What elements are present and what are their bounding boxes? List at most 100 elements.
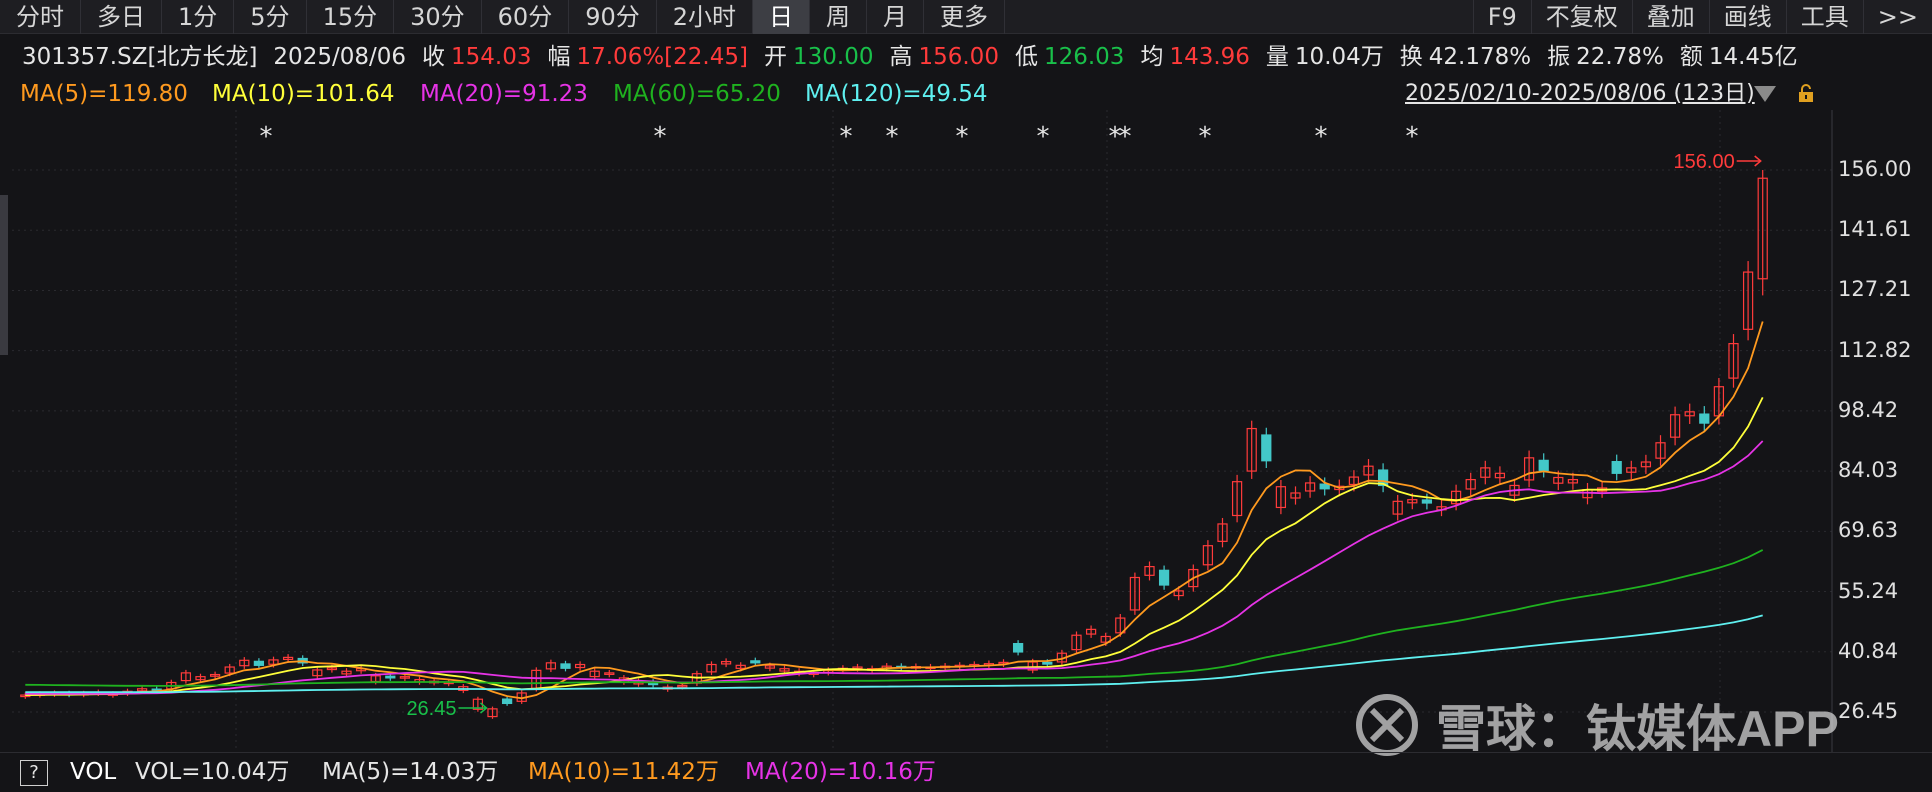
candle-body-15 bbox=[239, 659, 250, 667]
candle-body-77 bbox=[1144, 566, 1155, 576]
period-tab-6[interactable]: 60分 bbox=[482, 0, 570, 34]
candle-body-115 bbox=[1699, 413, 1710, 424]
scroll-handle[interactable] bbox=[0, 195, 8, 355]
period-tab-1[interactable]: 多日 bbox=[81, 0, 162, 34]
candle-body-103 bbox=[1523, 457, 1535, 481]
candle-body-72 bbox=[1071, 634, 1082, 651]
watermark-text: 雪球：钛媒体APP bbox=[1436, 701, 1839, 757]
candle-body-96 bbox=[1421, 499, 1433, 504]
toolbar: 分时 多日 1分 5分 15分 30分 60分 90分 2小时日周月更多 F9 不复权 叠加 画线 工具… bbox=[0, 0, 1932, 34]
high-marker-label: 156.00 bbox=[1674, 151, 1735, 173]
period-tab-12[interactable]: 更多 bbox=[924, 0, 1006, 34]
low-label: 低 bbox=[1014, 44, 1038, 70]
candle-body-104 bbox=[1538, 459, 1549, 471]
candle-body-81 bbox=[1202, 545, 1214, 566]
candle-body-88 bbox=[1304, 482, 1316, 492]
candle-body-85 bbox=[1261, 434, 1272, 462]
candle-body-95 bbox=[1407, 499, 1418, 504]
vol-label: 量 bbox=[1265, 44, 1289, 70]
candle-body-100 bbox=[1480, 467, 1491, 478]
period-tab-4[interactable]: 15分 bbox=[307, 0, 395, 34]
price-tick-6: 69.63 bbox=[1838, 518, 1899, 543]
period-tab-7[interactable]: 90分 bbox=[569, 0, 657, 34]
date-range-label[interactable]: 2025/02/10-2025/08/06 (123日) bbox=[1405, 81, 1755, 106]
candle-body-22 bbox=[341, 670, 352, 675]
period-tab-8[interactable]: 2小时 bbox=[657, 0, 754, 34]
event-star-3: * bbox=[886, 122, 899, 152]
low-marker-arrow bbox=[480, 702, 488, 714]
amount-label: 额 bbox=[1679, 44, 1703, 70]
candle-body-45 bbox=[677, 684, 688, 688]
period-tab-2[interactable]: 1分 bbox=[162, 0, 235, 34]
candle-body-73 bbox=[1085, 628, 1097, 635]
range-dropdown-icon[interactable] bbox=[1754, 86, 1776, 102]
event-star-7: * bbox=[1119, 122, 1132, 152]
candle-body-39 bbox=[589, 670, 600, 678]
candle-body-11 bbox=[180, 672, 192, 682]
candle-body-33 bbox=[501, 698, 513, 705]
candle-body-21 bbox=[326, 667, 338, 671]
candle-body-93 bbox=[1377, 469, 1389, 487]
ma120-line bbox=[25, 614, 1763, 694]
tool-button-2[interactable]: 叠加 bbox=[1631, 0, 1709, 34]
candle-body-36 bbox=[545, 662, 557, 670]
price-tick-3: 112.82 bbox=[1838, 337, 1912, 362]
event-star-2: * bbox=[840, 122, 853, 152]
candle-body-48 bbox=[720, 660, 732, 665]
candle-body-8 bbox=[136, 688, 148, 692]
tool-button-3[interactable]: 画线 bbox=[1708, 0, 1786, 34]
tool-button-1[interactable]: 不复权 bbox=[1530, 0, 1632, 34]
xueqiu-logo-icon bbox=[1356, 694, 1418, 756]
event-star-1: * bbox=[654, 122, 667, 152]
candle-body-109 bbox=[1611, 461, 1622, 474]
candle-body-111 bbox=[1640, 461, 1652, 468]
ma5-line bbox=[25, 321, 1764, 700]
candle-body-99 bbox=[1465, 478, 1476, 490]
candle-body-98 bbox=[1450, 490, 1462, 505]
avg-label: 均 bbox=[1140, 44, 1164, 70]
help-icon[interactable]: ? bbox=[20, 760, 48, 786]
candle-body-16 bbox=[253, 660, 265, 666]
event-star-6: * bbox=[1109, 122, 1122, 152]
candle-body-70 bbox=[1042, 661, 1053, 665]
tool-button-0[interactable]: F9 bbox=[1472, 0, 1531, 34]
lock-icon[interactable] bbox=[1797, 84, 1815, 102]
candle-body-117 bbox=[1728, 343, 1739, 379]
period-tab-3[interactable]: 5分 bbox=[234, 0, 307, 34]
period-tab-0[interactable]: 分时 bbox=[0, 0, 81, 34]
candle-body-47 bbox=[706, 663, 717, 673]
open-label: 开 bbox=[763, 44, 787, 70]
candle-body-52 bbox=[779, 668, 790, 672]
candle-body-82 bbox=[1217, 523, 1228, 542]
watermark: 雪球：钛媒体APP bbox=[1352, 690, 1839, 760]
vol-ma10: MA(10)=11.42万 bbox=[528, 759, 719, 785]
candle-body-38 bbox=[574, 663, 586, 669]
candle-body-84 bbox=[1246, 427, 1257, 472]
candle-body-106 bbox=[1567, 478, 1579, 484]
tool-button-5[interactable]: >> bbox=[1862, 0, 1932, 34]
open-value: 130.00 bbox=[792, 44, 874, 70]
period-tab-10[interactable]: 周 bbox=[810, 0, 868, 34]
candle-body-83 bbox=[1231, 481, 1243, 517]
tool-button-4[interactable]: 工具 bbox=[1785, 0, 1863, 34]
close-value: 154.03 bbox=[451, 44, 532, 70]
price-tick-9: 26.45 bbox=[1838, 699, 1899, 723]
candle-body-92 bbox=[1363, 465, 1374, 476]
period-tab-11[interactable]: 月 bbox=[867, 0, 925, 34]
price-tick-4: 98.42 bbox=[1838, 397, 1899, 422]
low-value: 126.03 bbox=[1043, 44, 1125, 70]
candle-body-91 bbox=[1348, 476, 1360, 486]
vol-title[interactable]: VOL bbox=[70, 759, 117, 785]
price-tick-0: 156.00 bbox=[1838, 157, 1912, 181]
candle-body-26 bbox=[399, 676, 411, 679]
period-tab-5[interactable]: 30分 bbox=[394, 0, 482, 34]
period-tab-9[interactable]: 日 bbox=[753, 0, 811, 34]
price-tick-8: 40.84 bbox=[1838, 638, 1899, 663]
avg-value: 143.96 bbox=[1169, 44, 1250, 70]
candle-body-76 bbox=[1129, 576, 1141, 611]
turnover-label: 换 bbox=[1399, 44, 1423, 70]
stock-title[interactable]: 301357.SZ[北方长龙] bbox=[22, 44, 258, 70]
change-label: 幅 bbox=[547, 44, 571, 70]
candle-body-40 bbox=[604, 672, 615, 675]
turnover-value: 42.178% bbox=[1428, 44, 1532, 70]
